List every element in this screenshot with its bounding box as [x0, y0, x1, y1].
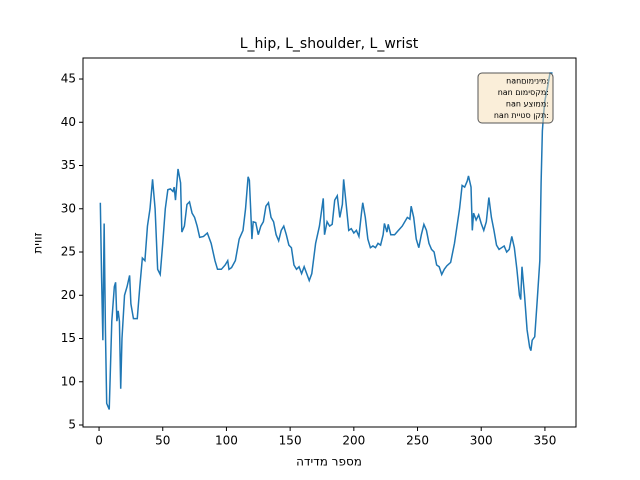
y-axis-label: זווית [31, 232, 45, 253]
y-tick-label: 5 [68, 418, 76, 432]
x-axis-label: מספר מדידה [296, 455, 362, 469]
annotation-text: nan עצוממ: [506, 100, 549, 109]
annotation-text: nanםומינימ: [506, 77, 549, 86]
x-tick-label: 0 [95, 434, 103, 448]
y-tick-label: 25 [61, 245, 76, 259]
x-tick-label: 200 [342, 434, 365, 448]
x-tick-label: 300 [470, 434, 493, 448]
y-tick-label: 40 [61, 115, 76, 129]
plot-frame [82, 57, 577, 428]
y-tick-label: 15 [61, 331, 76, 345]
y-tick-label: 10 [61, 374, 76, 388]
data-line [99, 72, 553, 410]
y-tick-label: 20 [61, 288, 76, 302]
annotation-box [477, 72, 554, 124]
x-tick-label: 350 [533, 434, 556, 448]
annotation-text: nan םומיסקמ: [498, 88, 549, 97]
chart-title: L_hip, L_shoulder, L_wrist [240, 36, 419, 52]
x-tick-label: 150 [279, 434, 302, 448]
y-tick-label: 45 [61, 72, 76, 86]
x-tick-label: 50 [155, 434, 170, 448]
x-tick-label: 250 [406, 434, 429, 448]
x-tick-label: 100 [215, 434, 238, 448]
annotation-text: nan תייטס ןקת: [494, 111, 549, 120]
y-tick-label: 30 [61, 201, 76, 215]
y-tick-label: 35 [61, 158, 76, 172]
